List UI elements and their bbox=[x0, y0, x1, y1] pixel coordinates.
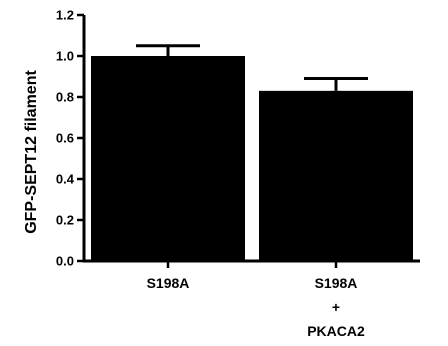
y-ticks: 0.0 0.2 0.4 0.6 0.8 1.0 1.2 bbox=[56, 8, 84, 269]
bar bbox=[91, 56, 245, 261]
x-tick-label: + bbox=[332, 299, 340, 315]
y-tick-label: 0.4 bbox=[56, 172, 75, 187]
bar bbox=[259, 90, 413, 261]
x-tick-label: S198A bbox=[147, 275, 190, 291]
y-tick-label: 0.8 bbox=[56, 90, 74, 105]
y-tick-label: 1.2 bbox=[56, 8, 74, 23]
y-tick-label: 0.0 bbox=[56, 254, 74, 269]
x-tick-labels: S198A S198A + PKACA2 bbox=[147, 261, 365, 339]
y-tick-label: 1.0 bbox=[56, 49, 74, 64]
y-tick-label: 0.6 bbox=[56, 131, 74, 146]
y-tick-label: 0.2 bbox=[56, 213, 74, 228]
x-tick-label: PKACA2 bbox=[307, 323, 365, 339]
bars bbox=[91, 56, 413, 261]
y-axis-label: GFP-SEPT12 filament bbox=[23, 70, 40, 234]
x-tick-label: S198A bbox=[315, 275, 358, 291]
error-bars bbox=[136, 44, 368, 91]
